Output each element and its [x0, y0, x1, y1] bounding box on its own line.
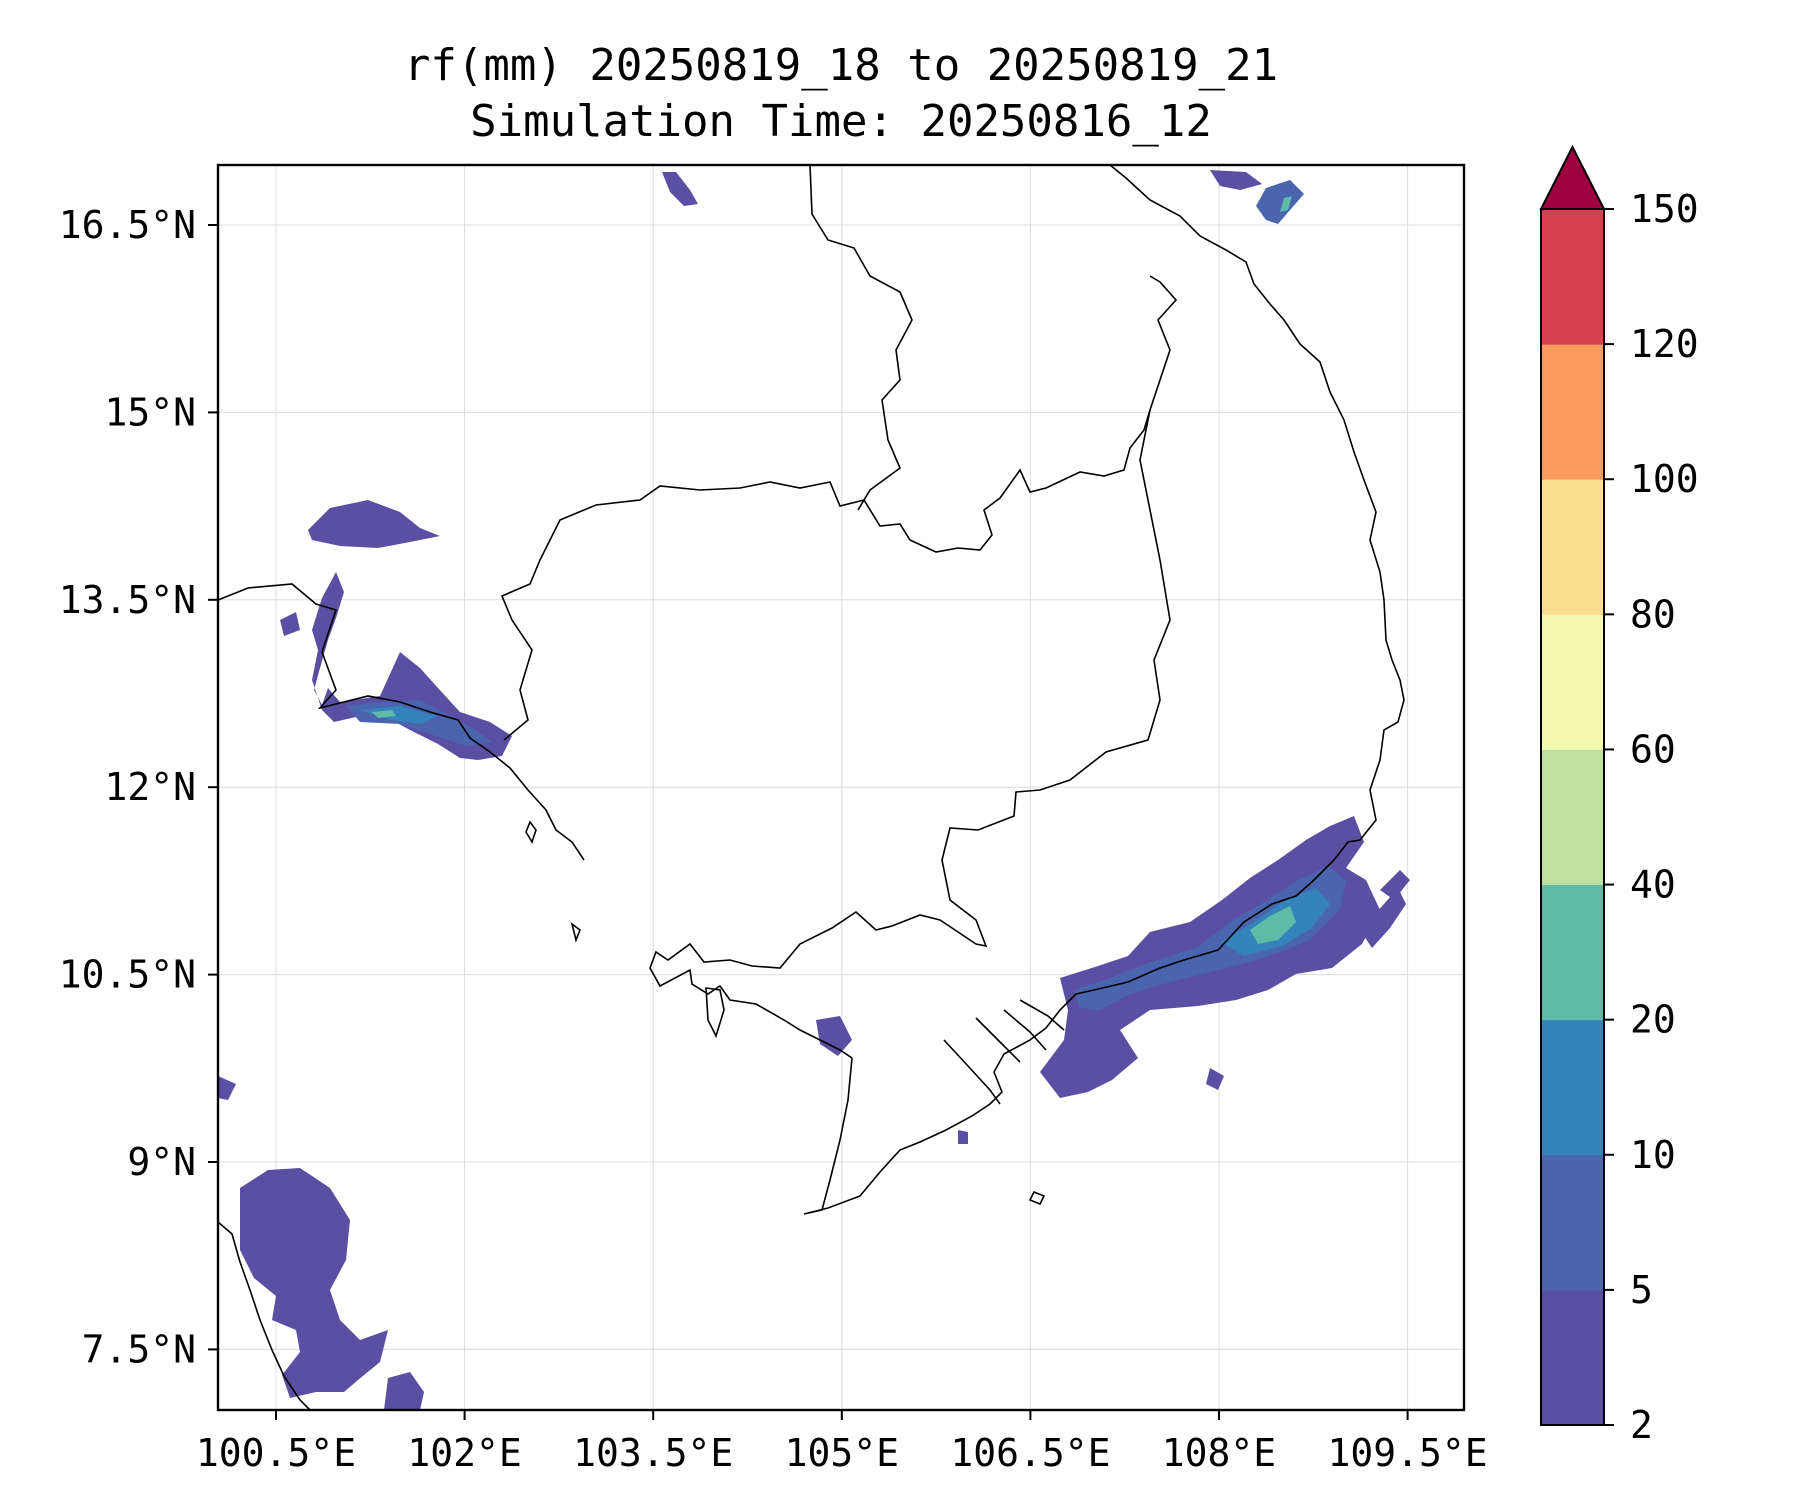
lon-tick-label: 105°E: [785, 1431, 899, 1475]
rain-area-northeast-coast: [1256, 180, 1304, 224]
thailand-cambodia-coast: [218, 583, 585, 861]
lat-tick-label: 9°N: [127, 1140, 196, 1184]
colorbar-segment: [1541, 614, 1604, 750]
rain-area-vietnam-east: [1360, 888, 1406, 948]
colorbar-tick-label: 2: [1630, 1403, 1653, 1447]
rain-area-south-edge: [384, 1372, 424, 1410]
map-subtitle: Simulation Time: 20250816_12: [470, 96, 1212, 147]
koh-kong-islands: [525, 820, 1046, 1206]
colorbar-segment: [1541, 209, 1604, 345]
lat-tick-label: 10.5°N: [59, 953, 196, 997]
mekong-delta-coast: [803, 989, 1095, 1215]
rain-area-vietnam-offshore: [1380, 870, 1410, 900]
rain-area-mekong-cell: [816, 1016, 852, 1056]
map-panel: 100.5°E 102°E 103.5°E 105°E 106.5°E 108°E 109.…: [59, 163, 1488, 1475]
lon-tick-label: 109.5°E: [1328, 1431, 1488, 1475]
colorbar-tick-label: 10: [1630, 1133, 1676, 1177]
rain-area-thai-cell: [280, 612, 300, 636]
rain-area-mekong-south: [958, 1130, 968, 1144]
rain-area-north-cell: [662, 172, 698, 206]
longitude-ticks: 100.5°E 102°E 103.5°E 105°E 106.5°E 108°E 109.…: [196, 1410, 1488, 1475]
malay-peninsula-coast: [218, 1221, 311, 1410]
colorbar-segment: [1541, 749, 1604, 886]
colorbar-segment: [1541, 479, 1604, 615]
colorbar-segment: [1541, 1289, 1604, 1426]
colorbar-tick-label: 60: [1630, 727, 1676, 771]
rain-area-thai-coast-20mm: [360, 706, 436, 724]
rain-area-vietnam-core: [1250, 906, 1296, 944]
cambodia-vietnam-border: [649, 409, 1171, 1059]
colorbar-tick-label: 20: [1630, 998, 1676, 1042]
laos-vietnam-border: [809, 165, 913, 511]
rain-area-coast-offshore: [1206, 1068, 1224, 1090]
coastlines-and-borders: [218, 165, 1405, 1410]
colorbar-tick-label: 150: [1630, 187, 1699, 231]
rain-area-thai-core: [372, 710, 396, 718]
lat-tick-label: 16.5°N: [59, 203, 196, 247]
colorbar-segment: [1541, 344, 1604, 480]
colorbar-tick-label: 40: [1630, 863, 1676, 907]
colorbar-segment: [1541, 1019, 1604, 1156]
latitude-ticks: 16.5°N 15°N 13.5°N 12°N 10.5°N 9°N 7.5°N: [59, 203, 218, 1371]
phu-quoc-island: [705, 987, 725, 1039]
colorbar-tick-label: 100: [1630, 457, 1699, 501]
cambodia-thailand-border: [500, 275, 1178, 741]
lon-tick-label: 103.5°E: [573, 1431, 733, 1475]
colorbar-tick-label: 5: [1630, 1268, 1653, 1312]
mekong-river-channels: [943, 999, 1065, 1105]
rain-area-northeast-cell: [1210, 170, 1262, 190]
lat-tick-label: 15°N: [104, 390, 196, 434]
colorbar-frame: [1540, 208, 1605, 1426]
rain-area-southwest: [240, 1168, 388, 1398]
map-title: rf(mm) 20250819_18 to 20250819_21: [403, 40, 1279, 91]
colorbar-tick-label: 80: [1630, 592, 1676, 636]
colorbar-segment: [1541, 1154, 1604, 1291]
lat-tick-label: 7.5°N: [82, 1327, 196, 1371]
colorbar-extend-arrow: [1539, 144, 1606, 210]
lon-tick-label: 100.5°E: [196, 1431, 356, 1475]
lon-tick-label: 106.5°E: [950, 1431, 1110, 1475]
lon-tick-label: 108°E: [1162, 1431, 1276, 1475]
rain-area-thai-north: [308, 500, 440, 548]
colorbar: 2 5 10 20 40 60 80 100 120 150: [1539, 144, 1699, 1447]
rain-area-west-edge: [218, 1076, 236, 1100]
vietnam-east-coast: [1093, 165, 1405, 991]
lat-tick-label: 12°N: [104, 765, 196, 809]
colorbar-tick-label: 120: [1630, 322, 1699, 366]
lat-tick-label: 13.5°N: [59, 578, 196, 622]
rain-area-northeast-core: [1280, 196, 1292, 212]
colorbar-segment: [1541, 884, 1604, 1021]
lon-tick-label: 102°E: [407, 1431, 521, 1475]
